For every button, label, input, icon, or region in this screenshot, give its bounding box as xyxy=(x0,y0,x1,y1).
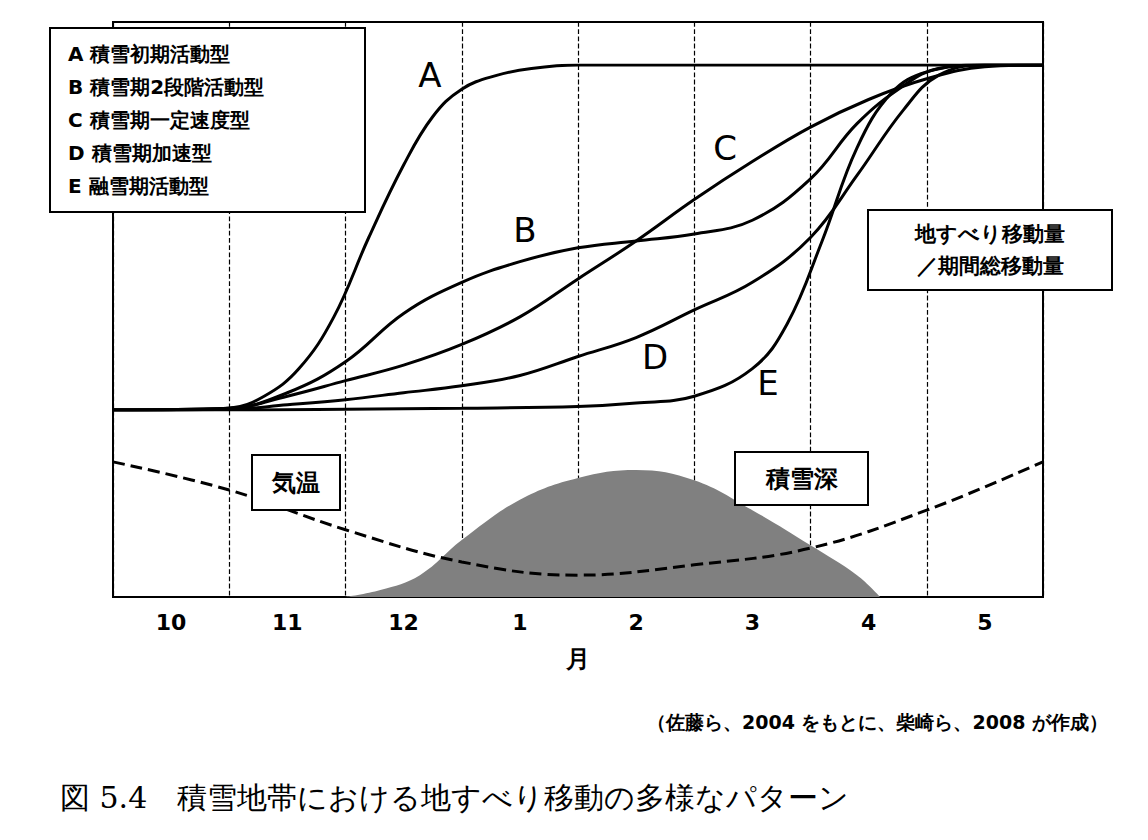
svg-text:気温: 気温 xyxy=(271,469,320,497)
svg-text:D: D xyxy=(642,337,668,377)
svg-text:／期間総移動量: ／期間総移動量 xyxy=(917,254,1064,278)
svg-text:地すべり移動量: 地すべり移動量 xyxy=(914,222,1065,246)
svg-text:E: E xyxy=(757,363,778,403)
svg-text:2: 2 xyxy=(628,610,643,635)
svg-text:A 積雪初期活動型: A 積雪初期活動型 xyxy=(68,42,230,66)
svg-text:A: A xyxy=(418,55,441,95)
svg-text:月: 月 xyxy=(565,645,590,673)
svg-text:C: C xyxy=(713,128,737,168)
svg-text:12: 12 xyxy=(388,610,419,635)
svg-text:図 5.4 積雪地帯における地すべり移動の多様なパターン: 図 5.4 積雪地帯における地すべり移動の多様なパターン xyxy=(60,780,849,815)
svg-text:積雪深: 積雪深 xyxy=(765,465,838,493)
svg-text:D 積雪期加速型: D 積雪期加速型 xyxy=(68,141,212,165)
svg-text:5: 5 xyxy=(977,610,992,635)
svg-text:E 融雪期活動型: E 融雪期活動型 xyxy=(68,174,209,198)
svg-text:B 積雪期2段階活動型: B 積雪期2段階活動型 xyxy=(68,75,264,99)
svg-text:C 積雪期一定速度型: C 積雪期一定速度型 xyxy=(68,108,250,132)
svg-text:11: 11 xyxy=(272,610,303,635)
svg-text:4: 4 xyxy=(861,610,876,635)
svg-text:3: 3 xyxy=(745,610,760,635)
svg-text:10: 10 xyxy=(156,610,187,635)
svg-text:B: B xyxy=(513,210,536,250)
svg-text:1: 1 xyxy=(512,610,527,635)
svg-text:（佐藤ら、2004 をもとに、柴崎ら、2008 が作成）: （佐藤ら、2004 をもとに、柴崎ら、2008 が作成） xyxy=(647,711,1108,733)
